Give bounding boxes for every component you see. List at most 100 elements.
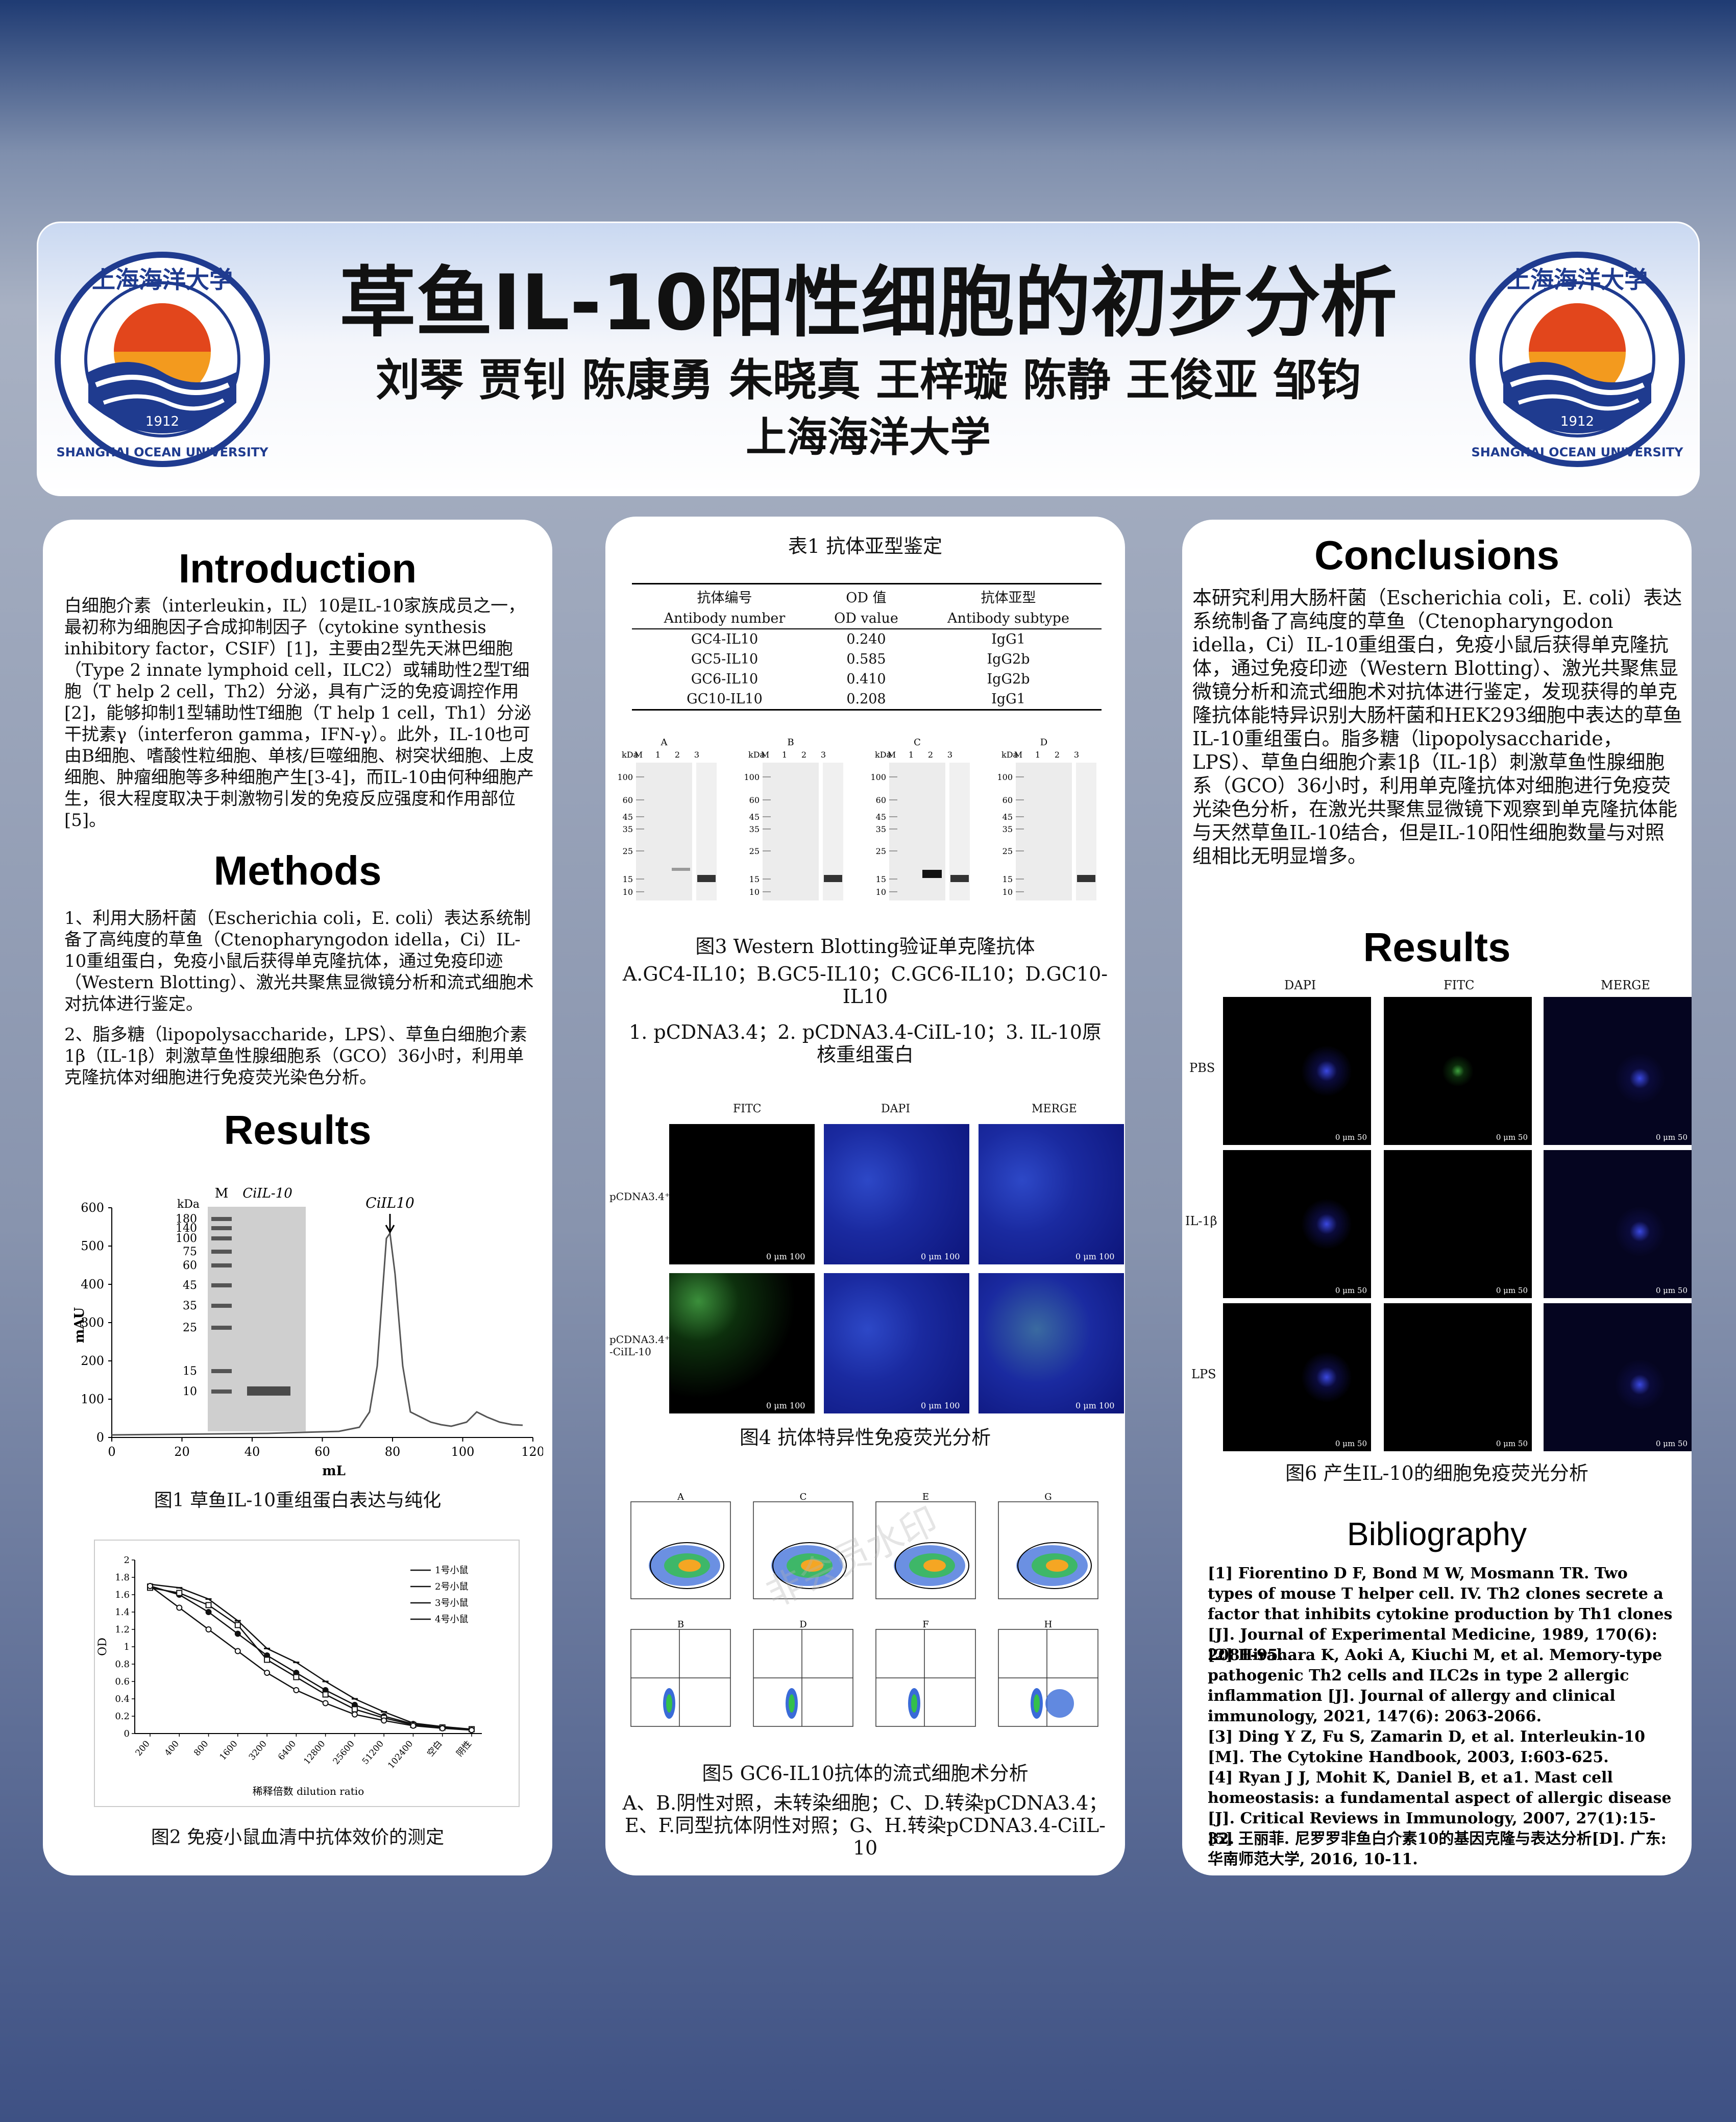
fig1-chromatogram-line xyxy=(111,1231,523,1436)
fig3-kda-title: kDa xyxy=(748,750,765,760)
fig2-ytick-label: 1.2 xyxy=(115,1624,130,1635)
fig3-blot-membrane xyxy=(763,763,819,900)
fig3-lane-label: 3 xyxy=(1074,750,1079,760)
table-row: GC4-IL10 0.240 IgG1 xyxy=(691,631,1025,647)
methods-item-1: 1、利用大肠杆菌（Escherichia coli，E. coli）表达系统制备… xyxy=(64,908,534,1014)
fig2-xtick-label: 800 xyxy=(192,1739,210,1758)
fig1-y-ticks: 0 100 200 300 400 500 600 xyxy=(81,1201,112,1445)
fig1-ladder-band xyxy=(211,1236,232,1240)
fig3-kda-mark: 10 xyxy=(876,887,886,897)
fig3-lane-label: M xyxy=(888,750,896,760)
fig6-col-dapi: DAPI xyxy=(1284,978,1316,992)
fig2-series-line xyxy=(150,1587,472,1730)
fig5-flow-cytometry: A C E G B D F H xyxy=(630,1492,1098,1727)
fig1-ytick-label: 300 xyxy=(81,1315,104,1330)
fig2-legend-entry: 3号小鼠 xyxy=(435,1598,468,1608)
fig2-point xyxy=(322,1700,329,1706)
fig3-lane-label: 2 xyxy=(928,750,933,760)
conclusions-text: 本研究利用大肠杆菌（Escherichia coli，E. coli）表达系统制… xyxy=(1192,587,1682,867)
fig3-lane-label: 2 xyxy=(1055,750,1060,760)
fig2-ytick-label: 2 xyxy=(124,1555,130,1566)
fig5-panel-label: H xyxy=(1044,1619,1053,1630)
fig1-kda-mark: 25 xyxy=(183,1322,197,1334)
fig1-ladder-band xyxy=(211,1250,232,1254)
fig3-band xyxy=(1077,875,1095,882)
fig3-kda-mark: 60 xyxy=(876,795,886,805)
fig5-gate xyxy=(772,1542,847,1589)
fig3-blot-membrane xyxy=(1016,763,1072,900)
fig1-kda-mark: 100 xyxy=(176,1232,197,1245)
fig3-caption: 图3 Western Blotting验证单克隆抗体 xyxy=(695,935,1035,958)
fig2-xtick-label: 空白 xyxy=(425,1739,444,1759)
table1-header-en-0: Antibody number xyxy=(664,611,786,626)
table1-header-cn-2: 抗体亚型 xyxy=(981,590,1036,606)
fig3-lane-label: 3 xyxy=(821,750,826,760)
fig3-kda-mark: 35 xyxy=(1003,824,1013,834)
fig2-point xyxy=(351,1706,358,1713)
results-heading-left: Results xyxy=(224,1107,372,1153)
fig6-image: 0 μm 50 xyxy=(1544,1303,1692,1451)
right-panel: Conclusions 本研究利用大肠杆菌（Escherichia coli，E… xyxy=(1182,520,1692,1875)
fig1-gel-band xyxy=(247,1386,290,1396)
fig6-image: 0 μm 50 xyxy=(1544,997,1692,1145)
fig3-panel-label: C xyxy=(914,737,921,748)
fig1-ylabel: mAU xyxy=(72,1307,87,1343)
fig1-peak-arrow xyxy=(385,1214,395,1234)
fig3-kda-mark: 10 xyxy=(623,887,633,897)
fig3-kda-mark: 15 xyxy=(749,874,760,884)
fig4-img-dapi-2 xyxy=(824,1273,969,1413)
fig1-ladder-band xyxy=(211,1369,232,1373)
fig1-xtick-label: 100 xyxy=(451,1445,475,1459)
fig2-ytick-label: 0.4 xyxy=(115,1694,130,1704)
fig2-point xyxy=(469,1727,475,1734)
fig1-ytick-label: 0 xyxy=(96,1430,104,1445)
fig6-scale: 0 μm 50 xyxy=(1335,1439,1367,1448)
table1-header-cn-0: 抗体编号 xyxy=(697,590,752,606)
fig4-img-merge-2 xyxy=(979,1273,1124,1413)
fig2-caption: 图2 免疫小鼠血清中抗体效价的测定 xyxy=(151,1827,445,1848)
intro-text: 白细胞介素（interleukin，IL）10是IL-10家族成员之一，最初称为… xyxy=(64,596,534,831)
fig1-ladder-band xyxy=(211,1283,232,1287)
fig4-img-dapi-1 xyxy=(824,1124,969,1264)
fig3-kda-mark: 25 xyxy=(623,846,633,856)
fig1-kda-mark: 45 xyxy=(183,1279,197,1292)
fig2-ytick-label: 0 xyxy=(124,1728,130,1739)
table1-title: 表1 抗体亚型鉴定 xyxy=(788,535,943,557)
fig4-scale: 0 μm 100 xyxy=(921,1401,960,1410)
fig1-ladder-band xyxy=(211,1217,232,1221)
fig3-kda-mark: 60 xyxy=(623,795,633,805)
fig3-kda-title: kDa xyxy=(622,750,639,760)
fig5-panel-label: B xyxy=(677,1619,684,1630)
fig2-point xyxy=(147,1583,153,1589)
fig2-titer-chart: 0 0.2 0.4 0.6 0.8 1 1.2 1.4 1.6 1.8 2 200 400 800 160… xyxy=(96,1555,482,1797)
fig1-caption: 图1 草鱼IL-10重组蛋白表达与纯化 xyxy=(154,1490,442,1511)
fig3-lane-label: M xyxy=(761,750,769,760)
fig3-lane-label: M xyxy=(634,750,643,760)
svg-text:上海海洋大学: 上海海洋大学 xyxy=(92,266,233,294)
fig2-ylabel: OD xyxy=(96,1638,109,1656)
fig5-panel-label: G xyxy=(1044,1492,1052,1502)
fig5-population xyxy=(1045,1689,1074,1718)
fig1-xtick-label: 120 xyxy=(521,1445,543,1459)
fig2-xtick-label: 400 xyxy=(163,1739,181,1758)
poster-affiliation: 上海海洋大学 xyxy=(746,413,991,461)
fig1-gel-label-lane: CiIL-10 xyxy=(242,1186,292,1201)
fig2-point xyxy=(264,1656,271,1663)
fig3-lane-label: 2 xyxy=(801,750,806,760)
fig5-panel-label: D xyxy=(799,1619,806,1630)
fig4-img-fitc-2 xyxy=(669,1273,815,1413)
fig4-img-fitc-1 xyxy=(669,1124,815,1264)
fig2-xtick-label: 102400 xyxy=(386,1739,415,1771)
table-row: GC10-IL10 0.208 IgG1 xyxy=(632,689,1102,710)
svg-text:上海海洋大学: 上海海洋大学 xyxy=(1507,266,1648,294)
methods-heading: Methods xyxy=(213,848,382,893)
fig5-panel-label: C xyxy=(800,1492,807,1502)
fig2-ytick-label: 1 xyxy=(124,1642,130,1652)
fig1-gel-label-m: M xyxy=(215,1186,229,1201)
fig2-point xyxy=(205,1602,212,1608)
fig3-kda-mark: 35 xyxy=(749,824,760,834)
fig6-scale: 0 μm 50 xyxy=(1655,1286,1688,1295)
left-panel: Introduction 白细胞介素（interleukin，IL）10是IL-… xyxy=(43,520,552,1875)
fig2-ytick-label: 0.6 xyxy=(115,1676,130,1687)
